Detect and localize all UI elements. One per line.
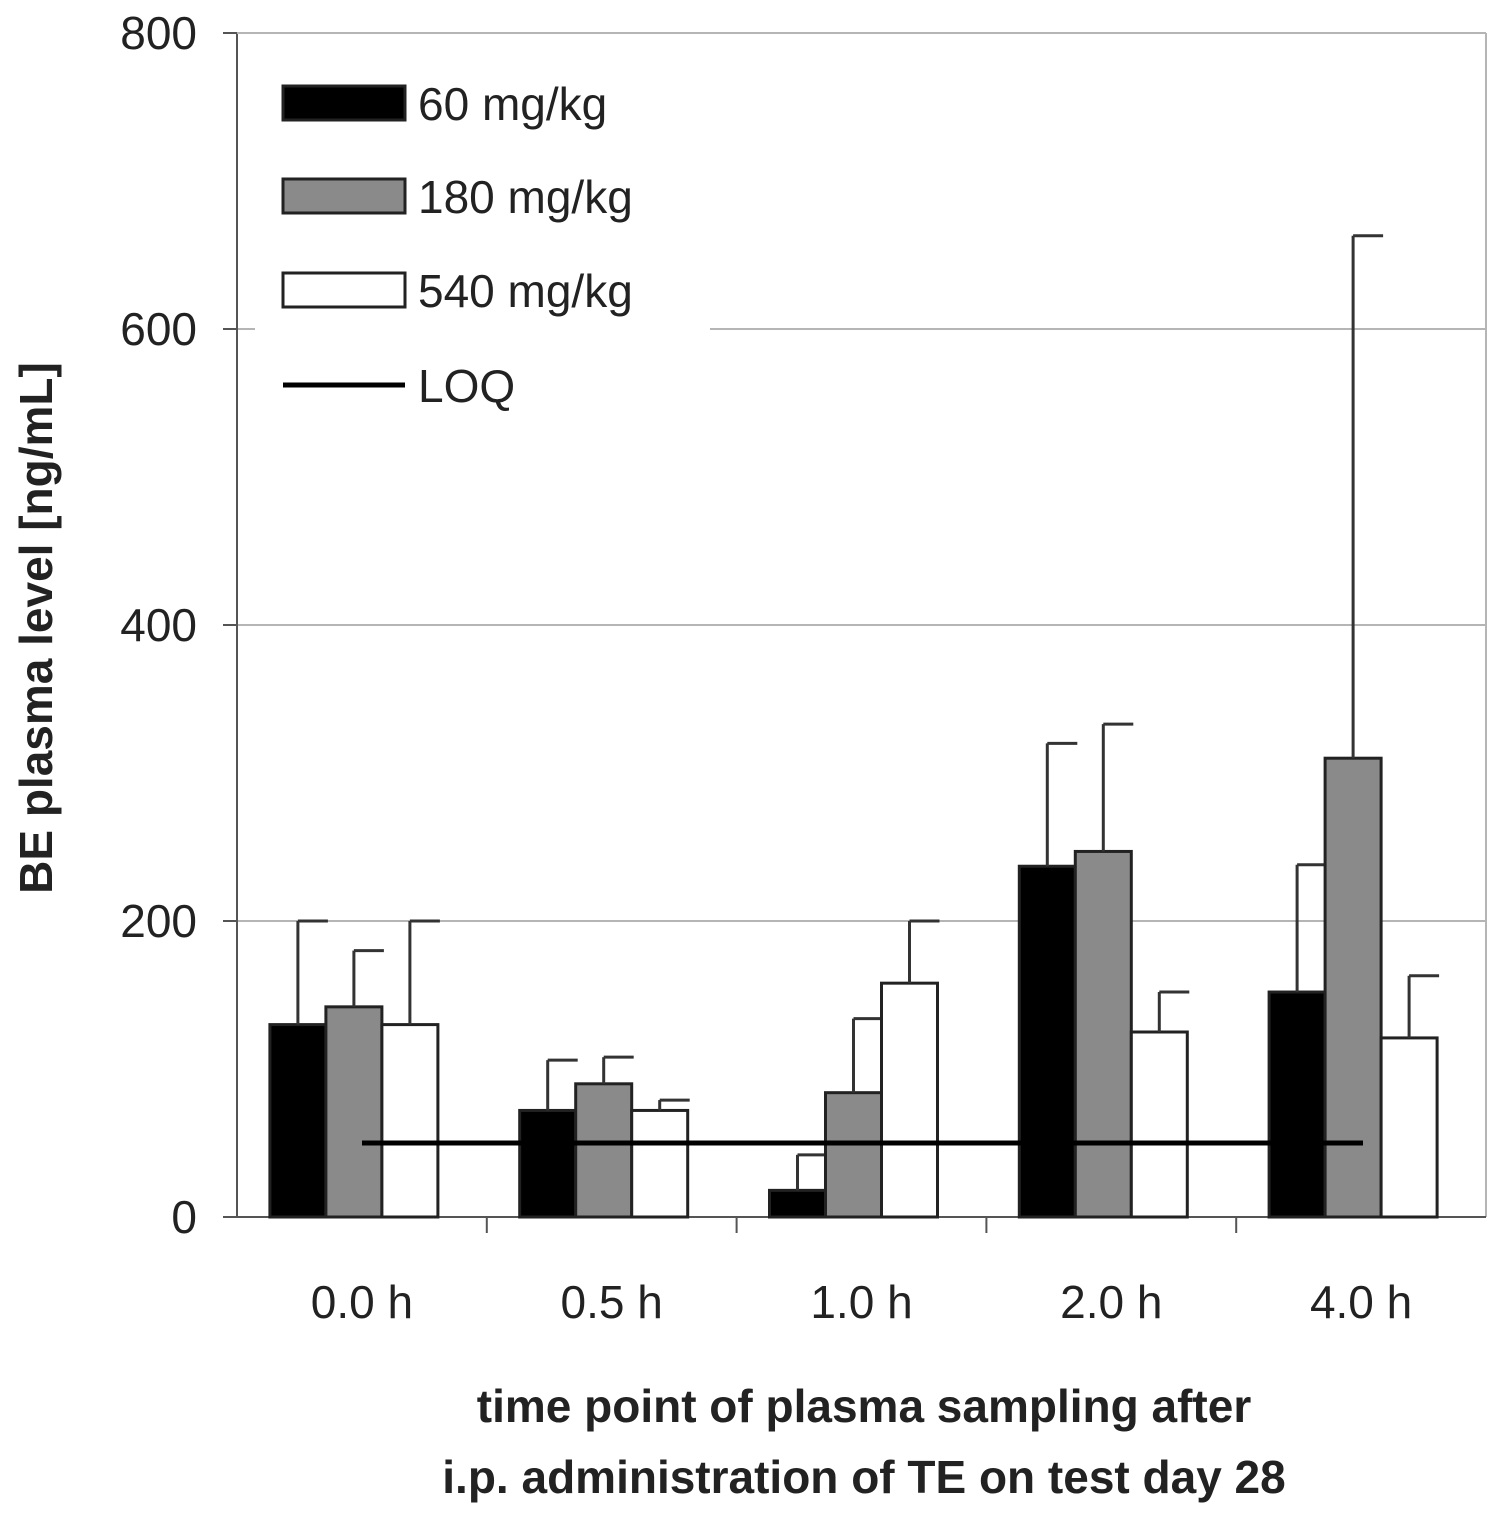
legend-label: 180 mg/kg [418, 171, 633, 223]
bar [1379, 1036, 1439, 1219]
bar [824, 1091, 883, 1219]
legend-swatch [281, 177, 407, 215]
bar [518, 1108, 578, 1219]
x-tick-label: 0.5 h [561, 1276, 663, 1328]
legend: 60 mg/kg 180 mg/kg 540 mg/kg LOQ [255, 55, 710, 425]
y-axis-title: BE plasma level [ng/mL] [10, 362, 62, 894]
bar [1323, 756, 1383, 1219]
legend-label: 60 mg/kg [418, 78, 607, 130]
bar [1267, 990, 1327, 1219]
legend-label: 540 mg/kg [418, 265, 633, 317]
x-tick-label: 2.0 h [1060, 1276, 1162, 1328]
bar [1129, 1030, 1189, 1219]
y-tick-label: 400 [120, 599, 197, 651]
bars [268, 234, 1440, 1219]
x-axis-title-line-1: time point of plasma sampling after [477, 1380, 1252, 1432]
bar [1017, 864, 1077, 1219]
legend-swatch [281, 84, 407, 122]
bar [1073, 849, 1133, 1219]
y-tick-label: 200 [120, 895, 197, 947]
x-tick-label: 0.0 h [311, 1276, 413, 1328]
y-tick-label: 0 [171, 1191, 197, 1243]
bar [268, 1023, 328, 1219]
x-axis-title-line-2: i.p. administration of TE on test day 28 [442, 1451, 1285, 1503]
x-tick-label: 1.0 h [810, 1276, 912, 1328]
bar [380, 1023, 440, 1219]
bar [880, 981, 939, 1219]
axes: 0 200 400 600 800 0.0 h 0.5 h 1.0 h 2.0 h 4.0 h [120, 7, 1412, 1328]
legend-swatch [281, 271, 407, 309]
bar [768, 1188, 827, 1219]
bar [324, 1005, 384, 1219]
y-tick-label: 800 [120, 7, 197, 59]
y-tick-label: 600 [120, 303, 197, 355]
bar [630, 1108, 690, 1219]
x-tick-label: 4.0 h [1310, 1276, 1412, 1328]
legend-label: LOQ [418, 360, 515, 412]
bar [574, 1082, 634, 1219]
